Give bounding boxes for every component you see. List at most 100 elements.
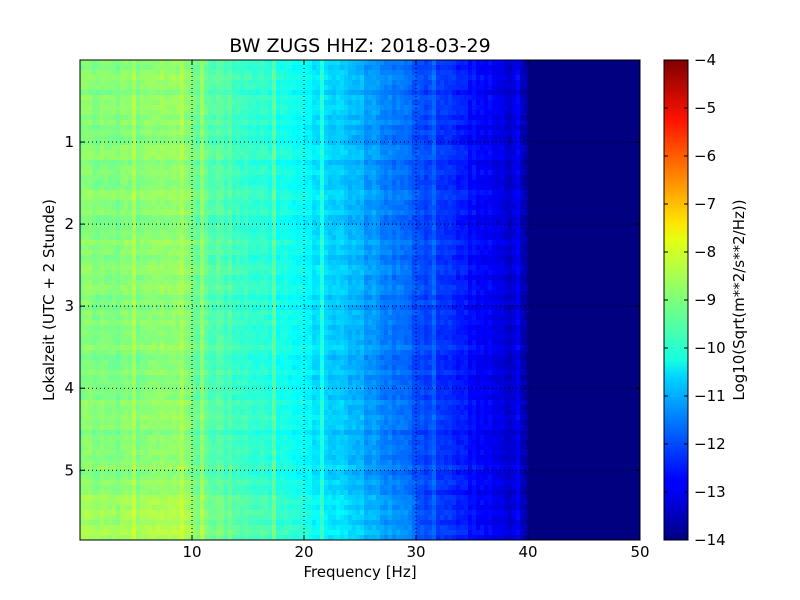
heatmap-cell (292, 210, 297, 216)
heatmap-cell (612, 95, 617, 101)
heatmap-cell (168, 120, 173, 126)
heatmap-cell (372, 185, 377, 191)
heatmap-cell (328, 170, 333, 176)
heatmap-cell (112, 160, 117, 166)
heatmap-cell (492, 200, 497, 206)
heatmap-cell (244, 140, 249, 146)
heatmap-cell (208, 205, 213, 211)
heatmap-cell (556, 225, 561, 231)
heatmap-cell (120, 195, 125, 201)
heatmap-cell (240, 150, 245, 156)
heatmap-cell (548, 115, 553, 121)
heatmap-cell (424, 115, 429, 121)
heatmap-cell (520, 75, 525, 81)
heatmap-cell (480, 175, 485, 181)
heatmap-cell (516, 220, 521, 226)
heatmap-cell (292, 115, 297, 121)
heatmap-cell (176, 185, 181, 191)
heatmap-cell (168, 200, 173, 206)
heatmap-cell (616, 110, 621, 116)
heatmap-cell (260, 175, 265, 181)
heatmap-cell (316, 170, 321, 176)
heatmap-cell (172, 160, 177, 166)
heatmap-cell (140, 125, 145, 131)
heatmap-cell (144, 160, 149, 166)
heatmap-cell (384, 115, 389, 121)
heatmap-cell (512, 95, 517, 101)
heatmap-cell (316, 75, 321, 81)
heatmap-cell (144, 135, 149, 141)
heatmap-cell (232, 150, 237, 156)
heatmap-cell (540, 145, 545, 151)
heatmap-cell (428, 195, 433, 201)
heatmap-cell (132, 235, 137, 241)
heatmap-cell (336, 235, 341, 241)
heatmap-cell (284, 105, 289, 111)
heatmap-cell (116, 115, 121, 121)
heatmap-cell (336, 85, 341, 91)
heatmap-cell (488, 220, 493, 226)
heatmap-cell (140, 165, 145, 171)
heatmap-cell (172, 100, 177, 106)
heatmap-cell (464, 180, 469, 186)
heatmap-cell (568, 160, 573, 166)
heatmap-cell (280, 140, 285, 146)
heatmap-cell (108, 155, 113, 161)
heatmap-cell (404, 230, 409, 236)
heatmap-cell (264, 145, 269, 151)
heatmap-cell (600, 225, 605, 231)
heatmap-cell (148, 140, 153, 146)
heatmap-cell (428, 145, 433, 151)
heatmap-cell (260, 220, 265, 226)
heatmap-cell (584, 225, 589, 231)
heatmap-cell (128, 195, 133, 201)
heatmap-cell (224, 125, 229, 131)
heatmap-cell (364, 185, 369, 191)
heatmap-cell (132, 170, 137, 176)
heatmap-cell (600, 175, 605, 181)
heatmap-cell (108, 105, 113, 111)
heatmap-cell (400, 145, 405, 151)
heatmap-cell (588, 225, 593, 231)
heatmap-cell (604, 115, 609, 121)
heatmap-cell (188, 75, 193, 81)
heatmap-cell (356, 70, 361, 76)
heatmap-cell (316, 225, 321, 231)
heatmap-cell (260, 210, 265, 216)
heatmap-cell (604, 210, 609, 216)
heatmap-cell (384, 125, 389, 131)
heatmap-cell (140, 90, 145, 96)
heatmap-cell (212, 95, 217, 101)
heatmap-cell (80, 205, 85, 211)
heatmap-cell (320, 135, 325, 141)
heatmap-cell (372, 230, 377, 236)
heatmap-cell (152, 170, 157, 176)
heatmap-cell (568, 200, 573, 206)
heatmap-cell (216, 145, 221, 151)
heatmap-cell (432, 215, 437, 221)
heatmap-cell (296, 140, 301, 146)
heatmap-cell (528, 200, 533, 206)
heatmap-cell (356, 85, 361, 91)
heatmap-cell (128, 185, 133, 191)
heatmap-cell (104, 170, 109, 176)
heatmap-cell (196, 175, 201, 181)
heatmap-cell (120, 115, 125, 121)
heatmap-cell (168, 125, 173, 131)
heatmap-cell (96, 135, 101, 141)
heatmap-cell (404, 205, 409, 211)
heatmap-cell (284, 80, 289, 86)
heatmap-cell (560, 200, 565, 206)
heatmap-cell (124, 100, 129, 106)
heatmap-cell (448, 225, 453, 231)
heatmap-cell (412, 165, 417, 171)
heatmap-cell (396, 110, 401, 116)
heatmap-cell (404, 90, 409, 96)
heatmap-cell (272, 230, 277, 236)
heatmap-cell (460, 205, 465, 211)
heatmap-cell (340, 170, 345, 176)
heatmap-cell (88, 195, 93, 201)
heatmap-cell (216, 225, 221, 231)
heatmap-cell (368, 125, 373, 131)
heatmap-cell (324, 235, 329, 241)
